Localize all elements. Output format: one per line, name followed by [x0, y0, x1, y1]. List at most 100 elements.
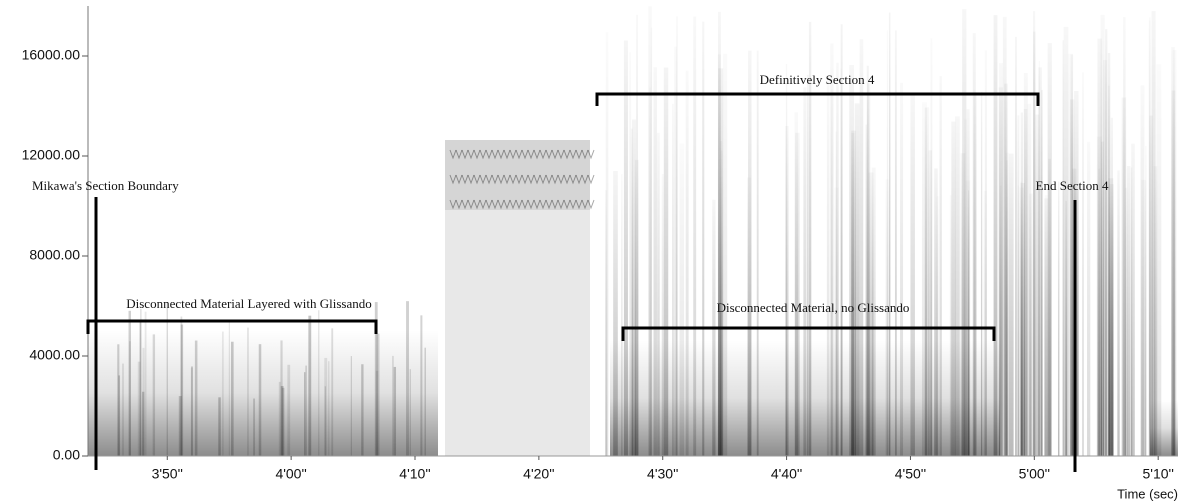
- texture: [140, 308, 142, 456]
- texture: [826, 75, 830, 456]
- texture: [663, 67, 669, 457]
- texture: [328, 361, 330, 456]
- bracket: [595, 92, 1040, 106]
- texture: [180, 316, 183, 456]
- texture: [491, 149, 499, 210]
- texture: [141, 391, 145, 456]
- texture: [1121, 97, 1127, 457]
- x-tick-label: 4'20'': [523, 466, 554, 482]
- texture: [1008, 153, 1014, 457]
- annotation: Definitively Section 4: [760, 72, 875, 87]
- x-tick-label: 5'00'': [1019, 466, 1050, 482]
- texture: [900, 82, 904, 457]
- texture: [859, 39, 864, 456]
- texture: [144, 311, 147, 456]
- texture: [280, 386, 284, 456]
- texture: [928, 150, 933, 456]
- annotation: End Section 4: [1036, 178, 1109, 193]
- texture: [221, 331, 224, 456]
- texture: [194, 340, 198, 456]
- texture: [746, 177, 752, 456]
- texture: [258, 344, 262, 456]
- texture: [152, 334, 156, 456]
- texture: [806, 74, 809, 457]
- texture: [650, 27, 653, 456]
- texture: [934, 168, 938, 456]
- texture: [954, 116, 960, 457]
- texture: [247, 327, 249, 456]
- y-tick-label: 12000.00: [22, 147, 81, 163]
- texture: [281, 387, 285, 456]
- texture: [569, 149, 577, 210]
- texture: [679, 143, 685, 456]
- texture: [630, 128, 633, 457]
- texture: [1148, 20, 1151, 456]
- texture: [445, 140, 590, 456]
- texture: [803, 87, 807, 456]
- x-tick-label: 4'00'': [275, 466, 306, 482]
- texture: [361, 364, 364, 456]
- texture: [629, 52, 632, 457]
- texture: [280, 340, 283, 456]
- texture: [324, 357, 328, 456]
- texture: [455, 149, 463, 210]
- texture: [331, 328, 334, 456]
- texture: [287, 364, 291, 456]
- y-tick-label: 8000.00: [29, 247, 80, 263]
- texture: [1038, 67, 1042, 457]
- texture: [473, 149, 481, 210]
- texture: [1035, 114, 1040, 456]
- texture: [653, 67, 657, 456]
- texture: [304, 372, 306, 456]
- annotation: Disconnected Material Layered with Gliss…: [126, 296, 371, 311]
- annotation: Mikawa's Section Boundary: [32, 178, 179, 193]
- texture: [960, 153, 966, 456]
- texture: [305, 365, 307, 456]
- x-tick-label: 4'50'': [895, 466, 926, 482]
- texture: [445, 140, 590, 210]
- texture: [228, 319, 230, 456]
- texture: [117, 344, 120, 456]
- texture: [485, 149, 493, 210]
- texture: [939, 76, 942, 456]
- texture: [685, 70, 689, 457]
- texture: [973, 92, 977, 457]
- texture: [128, 310, 131, 456]
- texture: [835, 131, 837, 457]
- texture: [613, 171, 618, 456]
- texture: [129, 341, 131, 456]
- texture: [308, 315, 312, 456]
- texture: [795, 132, 800, 457]
- texture: [623, 40, 628, 457]
- texture: [854, 103, 860, 456]
- texture: [925, 107, 930, 456]
- texture: [888, 12, 891, 457]
- texture: [965, 180, 971, 457]
- texture: [122, 363, 124, 456]
- x-tick-label: 4'10'': [399, 466, 430, 482]
- texture: [1141, 179, 1147, 456]
- texture: [1171, 47, 1175, 457]
- texture: [999, 63, 1003, 457]
- texture: [840, 24, 843, 457]
- texture: [984, 50, 987, 456]
- texture: [1019, 187, 1024, 456]
- texture: [865, 124, 868, 456]
- bracket: [621, 326, 996, 341]
- texture: [409, 369, 411, 456]
- texture: [406, 301, 409, 456]
- texture: [720, 140, 723, 456]
- texture: [1040, 89, 1043, 456]
- texture: [515, 149, 523, 210]
- texture: [1110, 117, 1113, 456]
- texture: [278, 381, 281, 456]
- texture: [142, 347, 145, 456]
- y-tick-label: 4000.00: [29, 347, 80, 363]
- texture: [785, 63, 788, 456]
- texture: [551, 149, 559, 210]
- texture: [951, 121, 956, 456]
- texture: [1153, 166, 1158, 456]
- texture: [509, 149, 517, 210]
- texture: [1107, 85, 1110, 456]
- bracket: [86, 319, 378, 334]
